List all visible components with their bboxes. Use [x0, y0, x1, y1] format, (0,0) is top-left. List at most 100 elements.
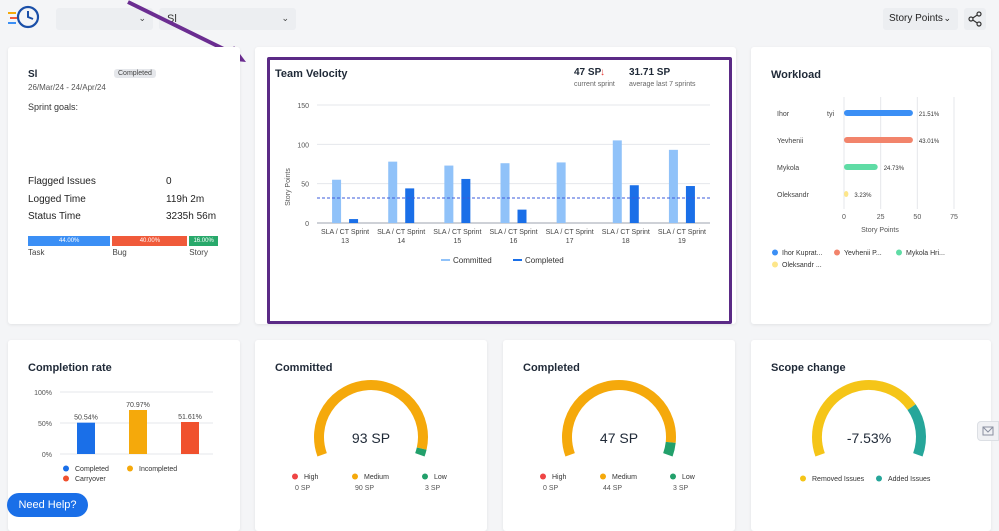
- gauge-segment: [663, 441, 676, 457]
- completed-card: Completed 47 SP High 0 SP Medium 44 SP Low 3 …: [503, 340, 735, 531]
- workload-bar: [844, 110, 913, 116]
- scope-center-value: -7.53%: [847, 430, 891, 446]
- current-sprint-value: 47 SP: [574, 67, 602, 78]
- chat-widget-tab[interactable]: [977, 421, 999, 441]
- legend-label: Medium: [364, 474, 389, 481]
- share-icon: [968, 11, 982, 27]
- workload-x-axis-label: Story Points: [861, 227, 899, 234]
- units-select[interactable]: Story Points ⌄: [883, 8, 958, 30]
- workload-chart: Story Points 0 25 50 75 Ihor tyi 21.51% Yevheni…: [772, 97, 958, 269]
- legend-label: Oleksandr ...: [782, 262, 822, 269]
- chevron-down-icon: ⌄: [138, 13, 146, 23]
- average-value: 31.71 SP: [629, 67, 670, 78]
- legend-label: Carryover: [75, 476, 106, 483]
- stat-label: Flagged Issues: [28, 176, 96, 187]
- completion-bar: [77, 422, 95, 454]
- board-select[interactable]: ⌄: [56, 8, 153, 30]
- trend-down-icon: ↓: [600, 67, 605, 78]
- x-tick-label: SLA / CT Sprint: [433, 229, 481, 236]
- bar-completed: [629, 185, 639, 223]
- stat-logged-time: Logged Time 119h 2m: [28, 194, 228, 205]
- legend-label: Medium: [612, 474, 637, 481]
- bar-value-label: 51.61%: [178, 414, 202, 421]
- committed-title: Committed: [275, 362, 333, 374]
- workload-card: Workload Story Points 0 25 50 75 Ihor tyi 21.5…: [751, 47, 991, 324]
- legend-sub-value: 0 SP: [543, 485, 559, 492]
- workload-percent: 43.01%: [919, 139, 940, 145]
- committed-center-value: 93 SP: [352, 430, 390, 446]
- legend-swatch: [834, 249, 840, 256]
- bar-completed: [349, 219, 359, 223]
- y-tick-label: 150: [297, 103, 309, 110]
- workload-percent: 24.73%: [884, 166, 905, 172]
- sprint-goals-label: Sprint goals:: [28, 102, 79, 112]
- distribution-segment-bug: 40.00%: [112, 236, 188, 246]
- chevron-down-icon: ⌄: [943, 13, 951, 23]
- gauge-segment: [562, 380, 676, 457]
- highlight-frame: [267, 57, 732, 324]
- workload-row-name-tail: tyi: [827, 111, 834, 118]
- legend-swatch: [540, 473, 546, 480]
- units-select-label: Story Points: [889, 13, 943, 24]
- legend-label: Committed: [453, 256, 492, 265]
- legend-swatch: [63, 465, 69, 472]
- stat-value: 3235h 56m: [166, 211, 217, 222]
- y-tick-label: 0%: [42, 452, 52, 459]
- app-logo-icon[interactable]: [6, 4, 42, 32]
- legend-label: Removed Issues: [812, 476, 865, 483]
- completion-bar: [181, 422, 199, 454]
- x-tick-label: 15: [453, 238, 461, 245]
- current-sprint-label: current sprint: [574, 81, 615, 88]
- bar-value-label: 70.97%: [126, 402, 150, 409]
- sprint-select[interactable]: Sl ⌄: [159, 8, 296, 30]
- x-tick-label: SLA / CT Sprint: [546, 229, 594, 236]
- legend-label: Low: [682, 474, 696, 481]
- legend-label: High: [552, 474, 567, 481]
- y-tick-label: 0: [305, 221, 309, 228]
- bar-committed: [500, 163, 510, 223]
- distribution-segment-story: 16.00%: [189, 236, 218, 246]
- workload-bar: [844, 137, 913, 143]
- legend-label: Completed: [525, 256, 564, 265]
- completion-bar: [129, 409, 147, 454]
- legend-label: Ihor Kuprat...: [782, 250, 823, 257]
- workload-row-name: Mykola: [777, 165, 799, 172]
- workload-bar: [844, 164, 878, 170]
- y-tick-label: 100: [297, 142, 309, 149]
- velocity-chart: Team Velocity 47 SP ↓ current sprint 31.…: [275, 67, 710, 265]
- x-tick-label: 14: [397, 238, 405, 245]
- legend-swatch: [292, 473, 298, 480]
- need-help-button[interactable]: Need Help?: [7, 493, 88, 517]
- stat-status-time: Status Time 3235h 56m: [28, 211, 228, 222]
- chevron-down-icon: ⌄: [281, 13, 289, 23]
- distribution-label-bug: Bug: [112, 248, 127, 257]
- bar-committed: [444, 165, 454, 223]
- workload-percent: 21.51%: [919, 112, 940, 118]
- bar-completed: [685, 186, 695, 223]
- status-badge: Completed: [114, 69, 156, 78]
- stat-value: 119h 2m: [166, 194, 205, 205]
- x-tick-label: SLA / CT Sprint: [321, 229, 369, 236]
- mail-icon: [982, 426, 994, 436]
- bar-committed: [332, 179, 342, 223]
- stat-label: Logged Time: [28, 194, 86, 205]
- legend-sub-value: 0 SP: [295, 485, 311, 492]
- x-tick-label: 75: [950, 214, 958, 221]
- x-tick-label: SLA / CT Sprint: [377, 229, 425, 236]
- committed-gauge: 93 SP High 0 SP Medium 90 SP Low 3 SP: [292, 380, 448, 492]
- issue-type-distribution-bar: 44.00% 40.00% 16.00%: [28, 236, 220, 246]
- bar-committed: [388, 161, 398, 223]
- gauge-segment: [907, 404, 926, 457]
- legend-sub-value: 44 SP: [603, 485, 622, 492]
- bar-committed: [668, 149, 678, 223]
- legend-label: Mykola Hri...: [906, 250, 945, 257]
- share-button[interactable]: [964, 8, 986, 30]
- legend-label: Completed: [75, 466, 109, 473]
- legend-swatch: [772, 249, 778, 256]
- stat-label: Status Time: [28, 211, 81, 222]
- legend-swatch: [352, 473, 358, 480]
- top-bar: ⌄ Sl ⌄ Story Points ⌄: [0, 0, 999, 38]
- legend-label: Low: [434, 474, 448, 481]
- stat-value: 0: [166, 176, 172, 187]
- legend-swatch: [800, 475, 806, 482]
